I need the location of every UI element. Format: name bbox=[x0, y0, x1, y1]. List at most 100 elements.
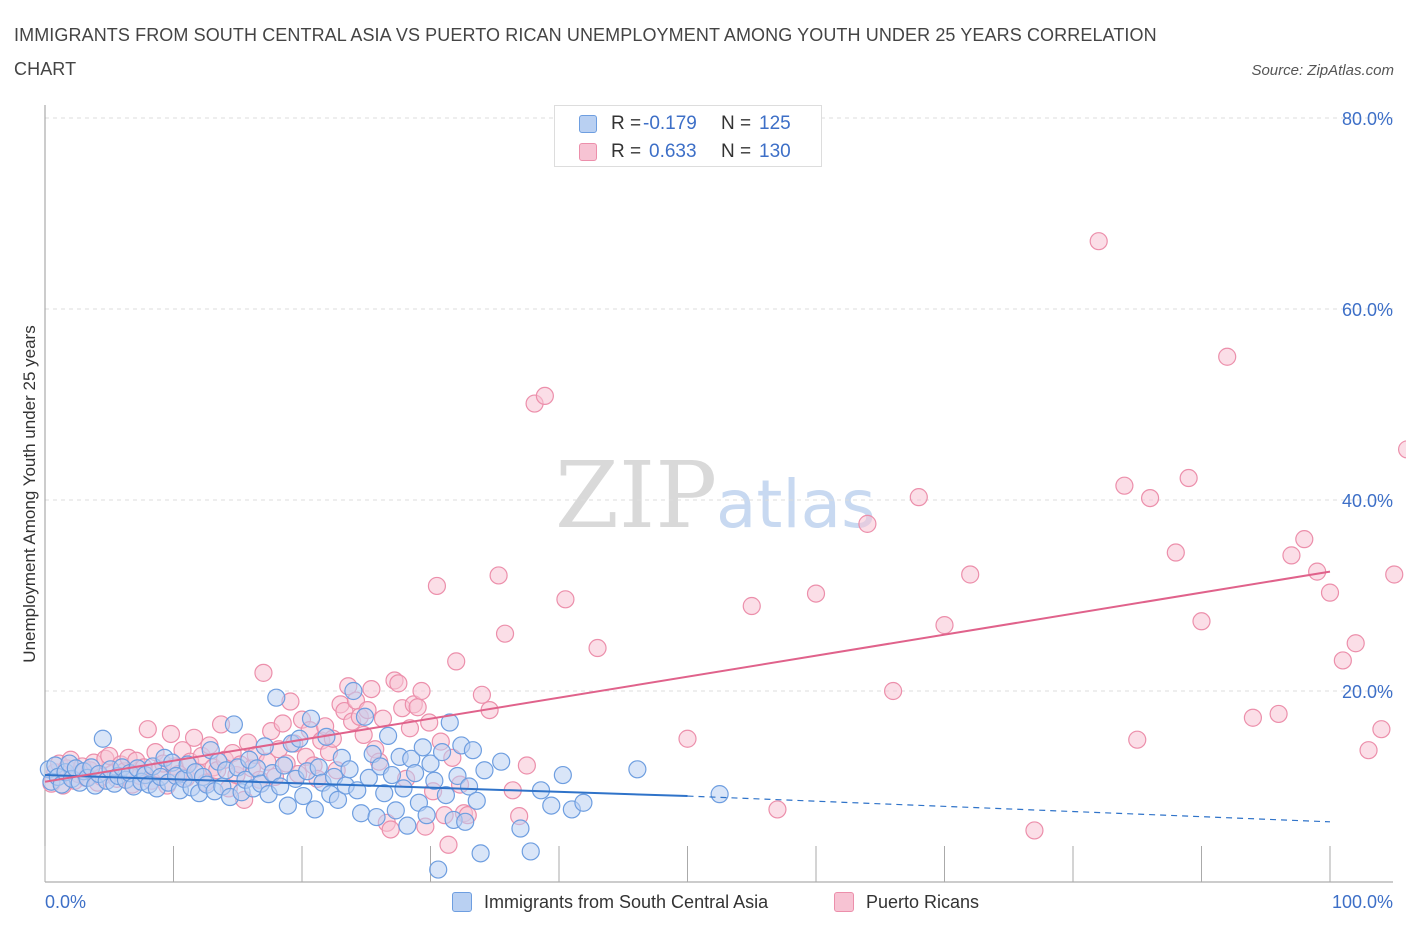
legend-swatch-blue bbox=[579, 115, 597, 133]
point-puerto-ricans bbox=[517, 756, 536, 775]
point-immigrants bbox=[224, 715, 243, 734]
point-immigrants bbox=[271, 777, 290, 796]
point-immigrants bbox=[278, 796, 297, 815]
y-axis-title: Unemployment Among Youth under 25 years bbox=[20, 325, 39, 663]
point-puerto-ricans bbox=[1398, 440, 1406, 459]
point-puerto-ricans bbox=[1320, 583, 1340, 602]
point-puerto-ricans bbox=[1269, 704, 1288, 724]
point-immigrants bbox=[344, 681, 363, 701]
y-tick-label: 40.0% bbox=[1342, 491, 1393, 511]
point-immigrants bbox=[542, 796, 561, 815]
y-tick-label: 60.0% bbox=[1342, 300, 1393, 320]
legend-n-label: N = bbox=[721, 113, 752, 134]
point-immigrants bbox=[471, 844, 490, 863]
point-puerto-ricans bbox=[1372, 720, 1391, 739]
legend-r-label: R = bbox=[611, 113, 642, 134]
series-legend-puerto-ricans: Puerto Ricans bbox=[834, 888, 979, 916]
y-tick-label: 80.0% bbox=[1342, 109, 1393, 129]
point-immigrants bbox=[294, 786, 313, 806]
point-puerto-ricans bbox=[1218, 347, 1237, 366]
point-immigrants bbox=[274, 756, 294, 775]
point-puerto-ricans bbox=[1359, 741, 1378, 760]
point-puerto-ricans bbox=[161, 724, 181, 744]
point-immigrants bbox=[421, 754, 440, 773]
point-immigrants bbox=[492, 752, 511, 771]
trend-line-immigrants bbox=[44, 774, 688, 798]
point-puerto-ricans bbox=[273, 714, 292, 733]
point-immigrants bbox=[355, 707, 375, 726]
point-puerto-ricans bbox=[742, 596, 761, 616]
point-immigrants bbox=[267, 688, 286, 707]
x-tick-label: 100.0% bbox=[1332, 892, 1393, 912]
point-puerto-ricans bbox=[1140, 488, 1160, 508]
point-puerto-ricans bbox=[1115, 476, 1134, 495]
trend-line-puerto-ricans bbox=[44, 570, 1331, 783]
correlation-legend: R = -0.179 N = 125 R = 0.633 N = 130 bbox=[554, 105, 822, 167]
point-puerto-ricans bbox=[535, 386, 554, 406]
point-puerto-ricans bbox=[184, 728, 204, 747]
point-puerto-ricans bbox=[678, 729, 697, 748]
point-puerto-ricans bbox=[1243, 708, 1263, 727]
point-puerto-ricans bbox=[495, 624, 515, 643]
point-immigrants bbox=[511, 819, 530, 838]
series-label: Immigrants from South Central Asia bbox=[484, 891, 769, 912]
point-puerto-ricans bbox=[447, 652, 466, 671]
series-swatch-blue bbox=[452, 892, 472, 912]
point-puerto-ricans bbox=[1308, 562, 1327, 581]
point-immigrants bbox=[456, 812, 475, 831]
point-puerto-ricans bbox=[588, 638, 607, 658]
point-puerto-ricans bbox=[1179, 468, 1198, 488]
series-legend-immigrants: Immigrants from South Central Asia bbox=[452, 888, 768, 916]
legend-n-label: N = bbox=[721, 141, 752, 162]
points bbox=[39, 232, 1406, 879]
point-immigrants bbox=[417, 806, 436, 825]
watermark-atlas: atlas bbox=[716, 466, 876, 543]
point-immigrants bbox=[521, 842, 540, 861]
point-puerto-ricans bbox=[138, 720, 157, 739]
point-puerto-ricans bbox=[400, 719, 420, 738]
point-immigrants bbox=[367, 807, 386, 827]
chart-title: IMMIGRANTS FROM SOUTH CENTRAL ASIA VS PU… bbox=[14, 25, 1157, 79]
legend-r-value: 0.633 bbox=[649, 141, 697, 162]
point-puerto-ricans bbox=[556, 590, 575, 609]
point-puerto-ricans bbox=[858, 514, 877, 533]
legend-row-immigrants: R = -0.179 N = 125 bbox=[579, 112, 791, 136]
point-puerto-ricans bbox=[439, 835, 458, 854]
point-immigrants bbox=[574, 793, 593, 812]
point-immigrants bbox=[382, 765, 402, 785]
point-puerto-ricans bbox=[961, 565, 980, 584]
legend-row-puerto-ricans: R = 0.633 N = 130 bbox=[579, 140, 791, 164]
point-immigrants bbox=[432, 743, 452, 762]
point-puerto-ricans bbox=[427, 576, 447, 596]
point-immigrants bbox=[309, 758, 328, 777]
point-puerto-ricans bbox=[806, 584, 826, 603]
point-puerto-ricans bbox=[420, 713, 439, 732]
point-puerto-ricans bbox=[909, 488, 928, 507]
watermark-zip: ZIP bbox=[555, 442, 717, 549]
point-puerto-ricans bbox=[1385, 565, 1404, 584]
point-immigrants bbox=[628, 760, 647, 779]
series-swatch-pink bbox=[834, 892, 854, 912]
point-immigrants bbox=[467, 791, 486, 810]
point-immigrants bbox=[93, 729, 112, 748]
point-puerto-ricans bbox=[1025, 821, 1044, 840]
point-immigrants bbox=[440, 713, 459, 732]
point-puerto-ricans bbox=[1128, 730, 1147, 749]
point-puerto-ricans bbox=[254, 663, 273, 682]
y-tick-label: 20.0% bbox=[1342, 682, 1393, 702]
legend-n-value: 130 bbox=[759, 141, 791, 162]
point-immigrants bbox=[328, 790, 348, 809]
x-tick-label: 0.0% bbox=[45, 892, 86, 912]
point-immigrants bbox=[340, 760, 359, 779]
point-immigrants bbox=[301, 709, 321, 728]
point-immigrants bbox=[305, 800, 324, 819]
source-label: Source: ZipAtlas.com bbox=[1251, 62, 1394, 79]
point-puerto-ricans bbox=[362, 679, 381, 699]
point-puerto-ricans bbox=[489, 566, 508, 585]
point-immigrants bbox=[429, 860, 448, 879]
point-immigrants bbox=[448, 766, 467, 786]
point-puerto-ricans bbox=[768, 800, 787, 819]
point-immigrants bbox=[352, 804, 371, 823]
point-immigrants bbox=[413, 738, 432, 757]
point-immigrants bbox=[463, 741, 483, 760]
